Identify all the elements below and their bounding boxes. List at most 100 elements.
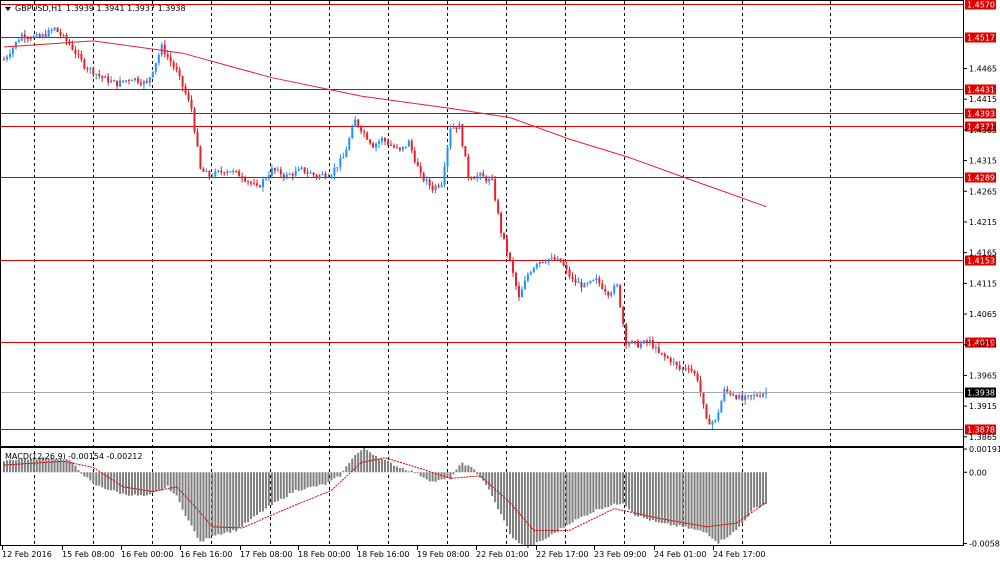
macd-bar [83,472,86,477]
macd-bar [273,472,276,503]
macd-bar [634,472,637,516]
price-tick-label: 1.4115 [969,279,997,288]
macd-bar [20,458,23,473]
candle-body [550,257,553,259]
candle-body [756,394,759,396]
candle-body [654,347,657,349]
level-label-box [965,108,996,119]
candle-body [110,80,113,83]
candle-body [723,389,726,402]
candle-body [625,323,628,345]
macd-bar [708,472,711,537]
macd-bar [491,472,494,496]
macd-bar [276,472,279,502]
macd-bar [488,472,491,490]
macd-bar [80,472,83,474]
macd-bar [604,472,607,508]
macd-bar [595,472,598,510]
macd-bar [92,472,95,484]
macd-bar [476,472,479,475]
candle-body [50,29,53,31]
macd-bar [202,472,205,542]
macd-bar [95,472,98,486]
level-label: 1.4371 [967,123,995,132]
macd-bar [726,472,729,538]
level-label-box [965,255,996,266]
macd-bar [50,457,53,473]
macd-bar [98,472,101,486]
candle-body [47,29,50,37]
level-label-box [965,84,996,95]
candle-body [651,340,654,349]
candle-body [119,80,122,87]
macd-bar [89,472,92,481]
macd-bar [11,460,14,473]
chart-frame [0,0,964,546]
macd-bar [357,452,360,473]
candle-body [253,183,256,185]
horizontal-levels[interactable]: 1.4570 1.4517 1.4431 1.4393 1.4371 1.4289 1.41… [1,0,996,435]
candle-body [407,140,410,147]
dropdown-triangle-icon[interactable] [5,7,11,11]
macd-bar [244,472,247,523]
candle-body [264,178,267,180]
candle-body [488,178,491,182]
candle-body [89,68,92,70]
macd-bar [443,472,446,480]
macd-bar [71,462,74,473]
candle-body [223,172,226,174]
macd-bar [395,466,398,473]
macd-bar [482,472,485,481]
macd-bar [586,472,589,516]
candle-body [175,67,178,70]
macd-bar [26,459,29,473]
macd-bar [270,472,273,506]
candle-body [583,283,586,288]
macd-bar [324,472,327,485]
macd-bar [336,472,339,477]
candle-body [395,147,398,149]
price-axis: 1.4465 1.4415 1.4365 1.4315 1.4265 1.4215 1.41… [963,65,997,442]
candle-body [199,146,202,169]
candle-body [14,41,17,48]
macd-bar [169,472,172,492]
macd-tick-label: -0.00588 [969,540,1000,549]
candle-body [601,283,604,289]
candle-body [366,132,369,140]
macd-bar [625,472,628,507]
macd-bar [514,472,517,540]
macd-bar [637,472,640,517]
candle-body [574,278,577,283]
candlesticks [3,27,767,430]
macd-bar [386,460,389,473]
macd-bar [550,472,553,535]
macd-bar [419,472,422,477]
macd-bar [363,447,366,473]
candle-body [479,173,482,176]
macd-bar [717,472,720,544]
macd-bar [208,472,211,539]
time-axis: 12 Feb 2016 15 Feb 08:00 16 Feb 00:00 16 Fe… [2,546,765,559]
candle-body [523,280,526,290]
candle-body [187,93,190,100]
level-label-box [965,121,996,132]
macd-bar [59,458,62,473]
candle-body [53,27,56,30]
candle-body [35,34,38,36]
macd-bar [538,472,541,542]
macd-bar [205,472,208,538]
candle-body [669,358,672,363]
macd-bar [128,472,131,496]
macd-bar [139,472,142,496]
macd-bar [303,472,306,490]
macd-bar [455,469,458,473]
candle-body [306,172,309,174]
candle-body [351,127,354,139]
candle-body [544,262,547,264]
candle-body [136,78,139,83]
candle-body [8,53,11,57]
price-tick-label: 1.4415 [969,95,997,104]
candle-body [494,179,497,201]
